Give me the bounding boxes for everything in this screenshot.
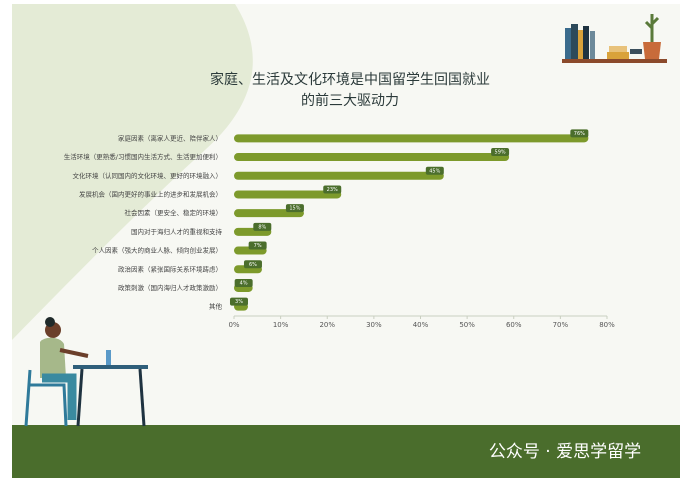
value-label-box (425, 166, 444, 175)
value-label: 45% (429, 168, 440, 174)
bar (234, 134, 589, 143)
x-tick-label: 20% (319, 321, 335, 329)
bar (234, 190, 342, 199)
chart-title: 的前三大驱动力 (301, 92, 399, 109)
x-tick-label: 30% (366, 321, 382, 329)
value-label-box (234, 278, 253, 287)
value-label-box (491, 148, 510, 157)
value-label: 6% (249, 262, 257, 268)
value-label: 15% (289, 206, 300, 212)
y-tick-label: 社会因素（更安全、稳定的环境） (125, 208, 223, 217)
decor-shape (12, 4, 253, 340)
y-tick-label: 家庭因素（离家人更近、陪伴家人） (118, 133, 222, 142)
y-tick-label: 个人因素（强大的商业人脉、倾向创业发展） (92, 246, 222, 255)
y-tick-label: 政策刺激（国内海归人才政策激励） (118, 283, 222, 292)
y-tick-label: 生活环境（更熟悉/习惯国内生活方式、生活更加便利） (64, 152, 222, 161)
y-tick-label: 发展机会（国内更好的事业上的进步和发展机会） (79, 189, 222, 198)
value-label-box (229, 297, 248, 306)
value-label-box (323, 185, 342, 194)
value-label-box (248, 241, 267, 250)
value-label: 76% (574, 131, 585, 137)
x-tick-label: 10% (273, 321, 289, 329)
watermark: 公众号 · 爱思学留学 (489, 442, 641, 462)
value-label: 7% (254, 243, 262, 249)
y-tick-label: 其他 (209, 302, 223, 311)
bar (234, 153, 510, 162)
ground-band (12, 425, 680, 478)
y-tick-label: 国内对于海归人才的重视和支持 (131, 227, 223, 236)
value-label: 3% (235, 299, 243, 305)
chart-title: 家庭、生活及文化环境是中国留学生回国就业 (210, 71, 490, 88)
value-label: 8% (258, 224, 266, 230)
value-label-box (570, 129, 589, 138)
y-tick-label: 文化环境（认同国内的文化环境、更好的环境融入） (73, 171, 223, 180)
x-tick-label: 50% (459, 321, 475, 329)
value-label: 23% (327, 187, 338, 193)
value-label-box (285, 204, 304, 213)
value-label-box (243, 260, 262, 269)
x-tick-label: 0% (228, 321, 239, 329)
x-tick-label: 60% (506, 321, 522, 329)
x-tick-label: 80% (599, 321, 615, 329)
person-illustration (24, 317, 148, 427)
value-label: 4% (240, 280, 248, 286)
value-label-box (253, 222, 272, 231)
value-label: 59% (495, 150, 506, 156)
x-tick-label: 40% (413, 321, 429, 329)
plot: 0% 10% 20% 30% 40% 50% 60% 70% 80% 家庭因素（离家人更近、陪伴家… (64, 129, 615, 329)
bar (234, 171, 444, 180)
x-tick-label: 70% (553, 321, 569, 329)
y-tick-label: 政治因素（紧张国际关系环境踌虑） (118, 264, 222, 273)
bookshelf-illustration (562, 14, 667, 63)
